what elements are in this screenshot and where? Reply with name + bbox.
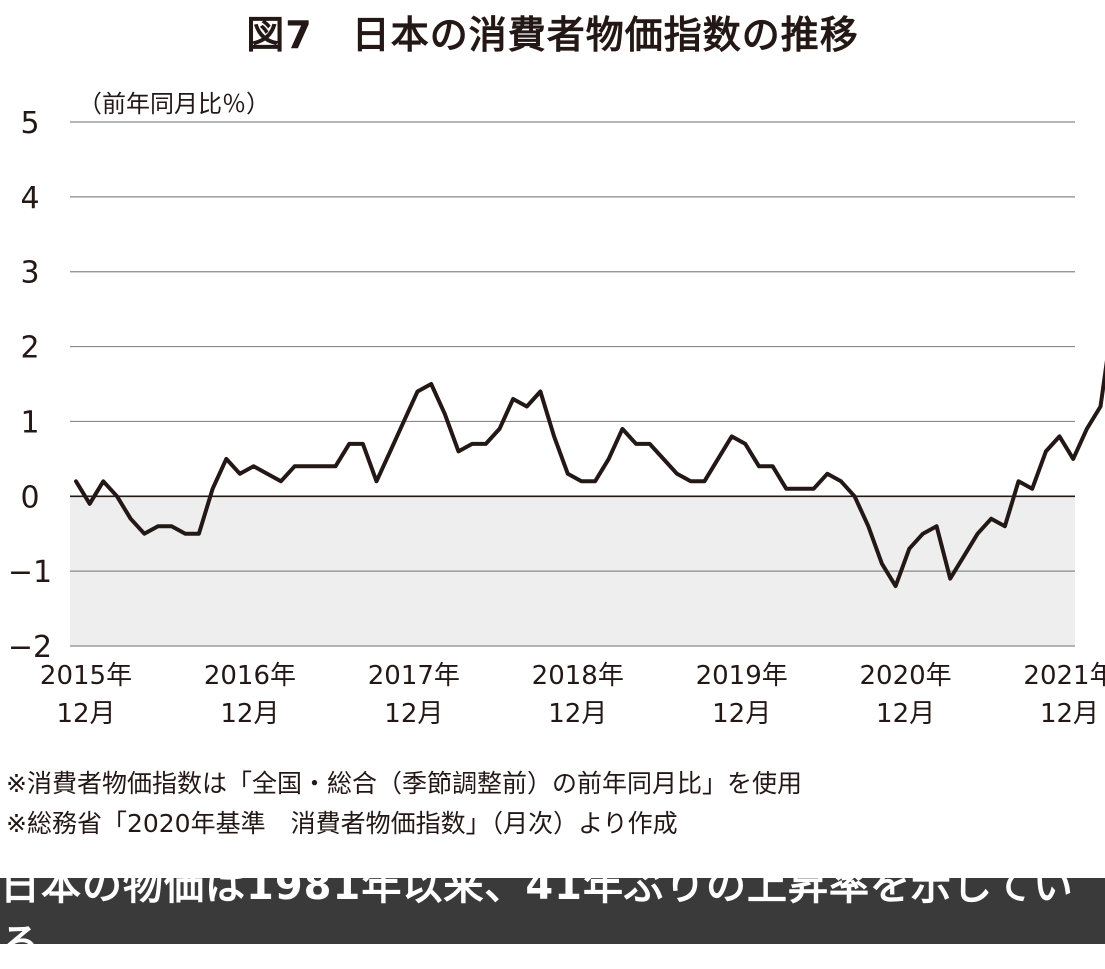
x-tick-year-label: 2019年: [696, 661, 788, 691]
x-tick-month-label: 12月: [56, 699, 115, 729]
x-tick-labels: 2015年 12月 2016年 12月 2017年 12月 2018年 12月 2019年 12月…: [40, 661, 1105, 729]
y-tick-label: 5: [20, 106, 39, 141]
gridlines: [70, 121, 1075, 647]
x-tick-year-label: 2018年: [532, 661, 624, 691]
footnote-2: ※総務省「2020年基準 消費者物価指数」（月次）より作成: [6, 809, 678, 838]
y-axis-label: （前年同月比％）: [78, 90, 270, 118]
x-tick-year-label: 2020年: [860, 661, 952, 691]
x-tick-month-label: 12月: [876, 699, 935, 729]
cpi-series-line: [74, 360, 1105, 589]
x-tick-year-label: 2015年: [40, 661, 132, 691]
x-tick-month-label: 12月: [548, 699, 607, 729]
footnote-1: ※消費者物価指数は「全国・総合（季節調整前）の前年同月比」を使用: [6, 769, 802, 798]
y-tick-label: 3: [20, 256, 39, 291]
caption-banner: 日本の物価は1981年以来、41年ぶりの上昇率を示している: [0, 863, 1105, 967]
cpi-line-chart: 5 4 3 2 1 0 −1 −2 （前年同月比％） 2015年 12月 2016年 12月 2017…: [8, 90, 1105, 729]
footnotes: ※消費者物価指数は「全国・総合（季節調整前）の前年同月比」を使用 ※総務省「20…: [6, 764, 802, 844]
x-tick-month-label: 12月: [712, 699, 771, 729]
y-tick-labels: 5 4 3 2 1 0 −1 −2: [8, 106, 52, 665]
chart-title: 図7 日本の消費者物価指数の推移: [246, 13, 859, 57]
x-tick-month-label: 12月: [384, 699, 443, 729]
y-tick-label: 4: [20, 181, 39, 216]
y-tick-label: −1: [8, 555, 52, 590]
x-tick-year-label: 2017年: [368, 661, 460, 691]
y-tick-label: 0: [20, 480, 39, 515]
x-tick-year-label: 2016年: [204, 661, 296, 691]
x-tick-month-label: 12月: [1040, 699, 1099, 729]
y-tick-label: −2: [8, 630, 52, 665]
y-tick-label: 1: [20, 405, 39, 440]
y-tick-label: 2: [20, 331, 39, 366]
x-tick-month-label: 12月: [220, 699, 279, 729]
x-tick-year-label: 2021年: [1023, 661, 1105, 691]
